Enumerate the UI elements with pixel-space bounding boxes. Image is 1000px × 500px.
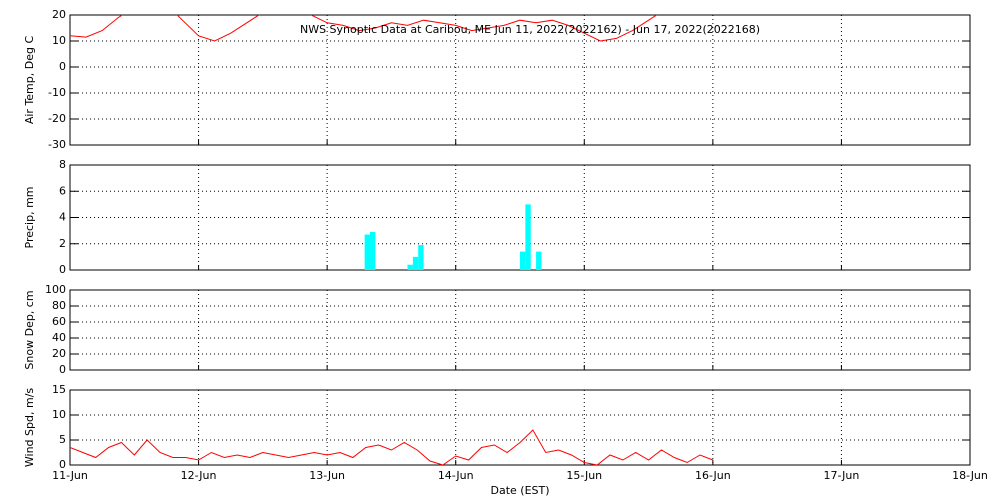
y-tick-label: 0 xyxy=(59,263,66,276)
bar xyxy=(412,256,419,270)
plot-frame xyxy=(69,389,971,466)
y-tick-label: 0 xyxy=(59,363,66,376)
bar xyxy=(407,264,413,270)
y-axis-label: Snow Dep, cm xyxy=(23,290,36,369)
data-line xyxy=(70,15,658,42)
y-tick-label: 10 xyxy=(52,34,66,47)
x-tick-label: 17-Jun xyxy=(824,469,860,482)
x-tick-label: 16-Jun xyxy=(695,469,731,482)
y-tick-label: 10 xyxy=(52,408,66,421)
y-tick-label: 0 xyxy=(59,60,66,73)
y-tick-label: -10 xyxy=(48,86,66,99)
y-tick-label: 6 xyxy=(59,184,66,197)
x-axis-label: Date (EST) xyxy=(490,484,549,497)
bar xyxy=(536,251,542,270)
x-tick-label: 15-Jun xyxy=(566,469,602,482)
bar xyxy=(520,251,526,270)
chart-title: NWS Synoptic Data at Caribou, ME Jun 11,… xyxy=(300,23,760,36)
data-line xyxy=(70,429,714,465)
plot-frame xyxy=(69,289,971,371)
y-tick-label: 5 xyxy=(59,433,66,446)
x-tick-label: 11-Jun xyxy=(52,469,88,482)
bar xyxy=(418,245,424,270)
y-tick-label: 8 xyxy=(59,158,66,171)
plot-frame xyxy=(69,14,971,146)
y-axis-label: Air Temp, Deg C xyxy=(23,36,36,125)
y-tick-label: 40 xyxy=(52,331,66,344)
bar xyxy=(525,204,531,270)
y-tick-label: 100 xyxy=(45,283,66,296)
y-tick-label: 0 xyxy=(59,458,66,471)
y-tick-label: 80 xyxy=(52,299,66,312)
y-tick-label: 20 xyxy=(52,8,66,21)
y-tick-label: 20 xyxy=(52,347,66,360)
y-tick-label: 60 xyxy=(52,315,66,328)
x-tick-label: 14-Jun xyxy=(438,469,474,482)
x-tick-label: 18-Jun xyxy=(952,469,988,482)
x-tick-label: 13-Jun xyxy=(309,469,345,482)
bar xyxy=(364,234,371,270)
y-tick-label: -20 xyxy=(48,112,66,125)
y-tick-label: -30 xyxy=(48,138,66,151)
y-tick-label: 4 xyxy=(59,211,66,224)
y-tick-label: 2 xyxy=(59,237,66,250)
y-tick-label: 15 xyxy=(52,383,66,396)
bar xyxy=(369,231,376,270)
y-axis-label: Wind Spd, m/s xyxy=(23,388,36,468)
x-tick-label: 12-Jun xyxy=(181,469,217,482)
y-axis-label: Precip, mm xyxy=(23,187,36,249)
